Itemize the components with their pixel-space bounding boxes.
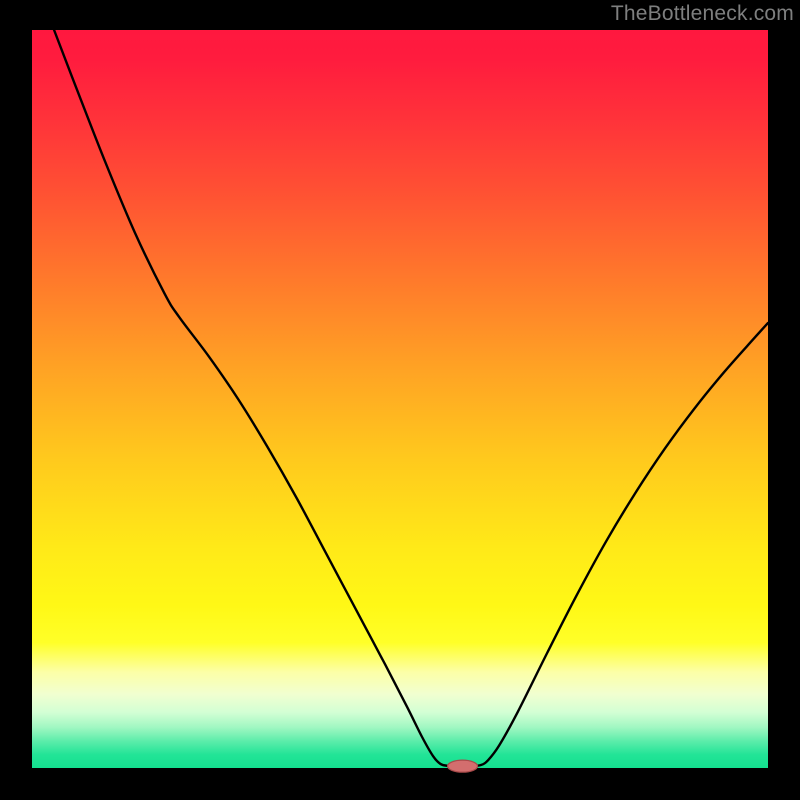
watermark-text: TheBottleneck.com (611, 2, 794, 26)
optimal-marker (448, 760, 478, 772)
gradient-background (32, 30, 768, 768)
chart-canvas: TheBottleneck.com (0, 0, 800, 800)
bottleneck-chart-svg (0, 0, 800, 800)
